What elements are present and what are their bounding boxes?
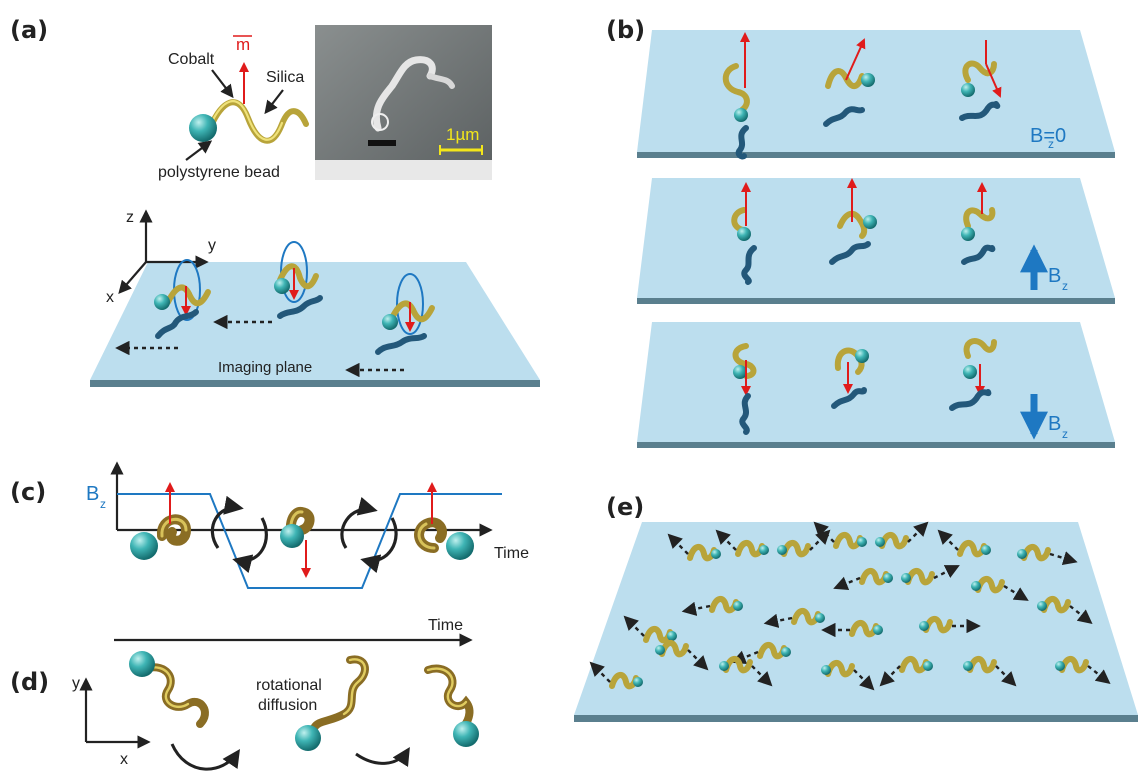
panel-b: B=0 z B z	[637, 30, 1115, 448]
b1-field-subscript: z	[1048, 137, 1054, 151]
e-helix	[905, 568, 935, 586]
swimmer-2	[213, 241, 323, 330]
e-helix	[1021, 544, 1051, 562]
e-bead	[633, 677, 643, 687]
e-bead	[963, 661, 973, 671]
axis-z-label: z	[126, 209, 134, 226]
cobalt-pointer	[211, 69, 234, 99]
e-helix	[967, 656, 997, 674]
e-bead	[1037, 601, 1047, 611]
bead-pointer	[185, 140, 213, 161]
e-bead	[759, 545, 769, 555]
sem-micrograph	[315, 25, 492, 180]
e-helix	[1041, 596, 1071, 614]
e-bead	[1055, 661, 1065, 671]
b3-swimmers	[732, 338, 997, 435]
e-helix	[923, 616, 953, 634]
e-bead	[815, 613, 825, 623]
cobalt-label: Cobalt	[168, 51, 215, 68]
d-helix-2	[295, 655, 369, 751]
e-helix	[781, 540, 811, 558]
panel-d: Time y x rotational diffusion	[72, 617, 479, 771]
e-bead	[971, 581, 981, 591]
e-bead	[821, 665, 831, 675]
e-bead	[981, 545, 991, 555]
b2-swimmers	[731, 178, 996, 285]
e-bead	[711, 549, 721, 559]
axis-y-label: y	[208, 237, 216, 254]
d-diffusion-label: diffusion	[258, 697, 317, 714]
e-helix	[1059, 656, 1089, 674]
plane-b2	[637, 178, 1115, 304]
b1-swimmers	[722, 32, 1002, 160]
panel-e	[574, 521, 1138, 722]
e-bead	[901, 573, 911, 583]
e-helix	[825, 660, 855, 678]
e-bead	[719, 661, 729, 671]
c-rotation-cw	[340, 496, 398, 574]
b3-field-subscript: z	[1062, 427, 1068, 441]
e-bead	[875, 537, 885, 547]
e-bead	[733, 601, 743, 611]
imaging-plane-label: Imaging plane	[218, 359, 312, 376]
c-helix-2	[280, 507, 315, 578]
bead-label: polystyrene bead	[158, 164, 280, 181]
helix-schematic	[189, 62, 309, 144]
panel-c: Time B z	[86, 461, 529, 589]
d-time-label: Time	[428, 617, 463, 634]
moment-label: m	[236, 35, 250, 54]
plane-b1	[637, 30, 1115, 158]
d-rotation-arrow-1	[170, 743, 241, 771]
e-bead	[1017, 549, 1027, 559]
panel-a: m Cobalt Silica polystyrene bead 1µm	[90, 25, 540, 387]
polystyrene-bead-icon	[189, 114, 217, 142]
panel-label-b: (b)	[606, 16, 645, 44]
e-bead	[919, 621, 929, 631]
e-bead	[667, 631, 677, 641]
d-helix-1	[129, 651, 209, 728]
scale-bar-label: 1µm	[446, 125, 479, 144]
silica-pointer	[264, 89, 284, 115]
panel-label-d: (d)	[10, 668, 49, 696]
e-bead	[883, 573, 893, 583]
e-helix	[659, 640, 689, 658]
e-helix	[879, 532, 909, 550]
swimmer-1	[115, 259, 211, 356]
d-helix-3	[424, 664, 479, 747]
e-helix	[975, 576, 1005, 594]
panel-label-a: (a)	[10, 16, 48, 44]
b2-field-subscript: z	[1062, 279, 1068, 293]
plane-b3	[637, 322, 1115, 448]
d-rotational-label: rotational	[256, 677, 322, 694]
axis-x-label: x	[106, 289, 114, 306]
c-bz-subscript: z	[100, 497, 106, 511]
axes-3d	[118, 209, 209, 294]
e-helix	[723, 656, 753, 674]
e-bead	[857, 537, 867, 547]
b2-field-label: B	[1048, 265, 1061, 287]
c-helix-1	[130, 482, 192, 560]
b3-field-label: B	[1048, 413, 1061, 435]
e-swimmers	[589, 521, 1111, 691]
e-bead	[655, 645, 665, 655]
silica-label: Silica	[266, 69, 304, 86]
c-time-label: Time	[494, 545, 529, 562]
d-axis-x-label: x	[120, 751, 128, 768]
c-helix-3	[414, 482, 474, 560]
c-field-profile	[117, 493, 502, 589]
c-bz-label: B	[86, 483, 99, 505]
e-bead	[777, 545, 787, 555]
e-bead	[781, 647, 791, 657]
d-rotation-arrow-2	[355, 746, 410, 767]
panel-label-e: (e)	[606, 493, 644, 521]
e-bead	[873, 625, 883, 635]
b1-field-label: B=0	[1030, 125, 1066, 147]
e-bead	[923, 661, 933, 671]
d-axis-y-label: y	[72, 675, 80, 692]
c-rotation-ccw	[210, 495, 268, 574]
panel-label-c: (c)	[10, 478, 46, 506]
imaging-plane	[90, 262, 540, 387]
swimmer-3	[345, 273, 435, 378]
